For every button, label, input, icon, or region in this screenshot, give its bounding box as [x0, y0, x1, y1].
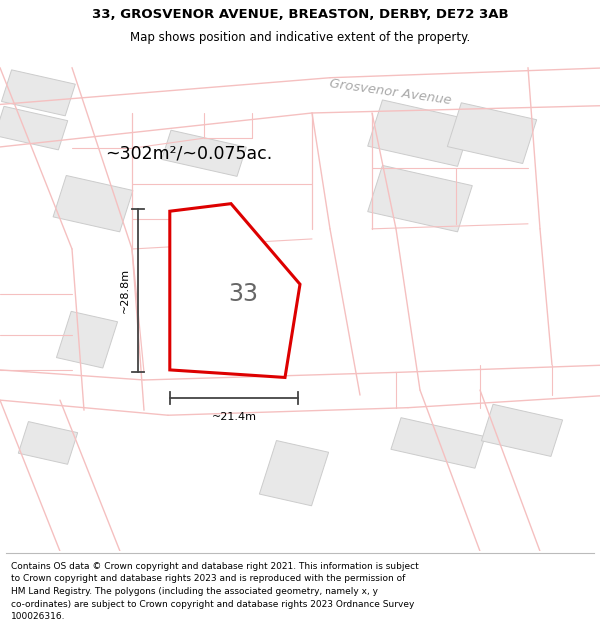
Bar [1, 70, 76, 116]
Text: Map shows position and indicative extent of the property.: Map shows position and indicative extent… [130, 31, 470, 44]
Bar [56, 311, 118, 368]
Bar [368, 100, 472, 166]
Bar [259, 441, 329, 506]
Bar [161, 130, 247, 176]
Bar [19, 422, 77, 464]
Text: to Crown copyright and database rights 2023 and is reproduced with the permissio: to Crown copyright and database rights 2… [11, 574, 405, 583]
Text: 100026316.: 100026316. [11, 612, 65, 621]
Text: ~21.4m: ~21.4m [212, 412, 257, 422]
Bar [448, 102, 536, 164]
Text: co-ordinates) are subject to Crown copyright and database rights 2023 Ordnance S: co-ordinates) are subject to Crown copyr… [11, 599, 414, 609]
Text: 33: 33 [228, 282, 258, 306]
Text: Grosvenor Avenue: Grosvenor Avenue [328, 77, 452, 107]
Bar [481, 404, 563, 456]
Bar [368, 166, 472, 232]
Text: 33, GROSVENOR AVENUE, BREASTON, DERBY, DE72 3AB: 33, GROSVENOR AVENUE, BREASTON, DERBY, D… [92, 8, 508, 21]
Text: ~28.8m: ~28.8m [120, 268, 130, 313]
Text: Contains OS data © Crown copyright and database right 2021. This information is : Contains OS data © Crown copyright and d… [11, 562, 419, 571]
Polygon shape [170, 204, 300, 378]
Bar [53, 176, 133, 232]
Bar [391, 418, 485, 468]
Text: ~302m²/~0.075ac.: ~302m²/~0.075ac. [105, 144, 272, 162]
Text: HM Land Registry. The polygons (including the associated geometry, namely x, y: HM Land Registry. The polygons (includin… [11, 587, 378, 596]
Bar [0, 106, 68, 150]
